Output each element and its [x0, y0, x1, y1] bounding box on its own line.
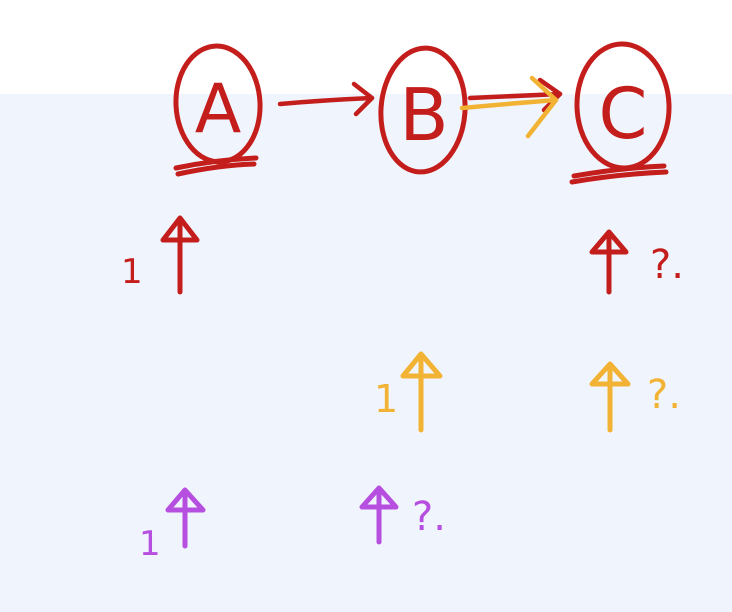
orange-up-arrow-icon-b — [400, 351, 443, 433]
canvas-background — [0, 94, 732, 612]
orange-mark-b: 1 — [374, 351, 443, 433]
orange-mark-c-suffix: ?. — [647, 372, 681, 418]
red-mark-a: 1 — [121, 215, 200, 295]
node-c: C — [569, 41, 672, 185]
purple-up-arrow-icon-b — [359, 485, 399, 545]
arrow-b-to-c — [459, 75, 563, 139]
node-b-label: B — [399, 73, 448, 157]
node-a: A — [173, 43, 263, 177]
node-a-underline — [173, 155, 259, 177]
arrow-a-to-b — [277, 81, 375, 117]
purple-mark-a-prefix: 1 — [139, 524, 161, 564]
purple-mark-b-suffix: ?. — [412, 494, 446, 540]
red-mark-a-prefix: 1 — [121, 252, 143, 292]
orange-mark-c: ?. — [589, 361, 681, 433]
purple-up-arrow-icon-a — [165, 487, 206, 549]
node-a-label: A — [195, 70, 242, 149]
red-up-arrow-icon-c — [589, 229, 629, 295]
node-b: B — [378, 45, 468, 175]
node-b-circle — [378, 45, 468, 175]
node-c-label: C — [599, 73, 648, 155]
purple-mark-b: ?. — [359, 485, 446, 545]
orange-up-arrow-icon-c — [589, 361, 631, 433]
purple-mark-a: 1 — [139, 487, 206, 564]
red-up-arrow-icon-a — [160, 215, 200, 295]
red-mark-c-suffix: ?. — [650, 242, 684, 288]
red-mark-c: ?. — [589, 229, 684, 295]
orange-mark-b-prefix: 1 — [374, 377, 398, 421]
node-c-underline — [569, 163, 669, 185]
